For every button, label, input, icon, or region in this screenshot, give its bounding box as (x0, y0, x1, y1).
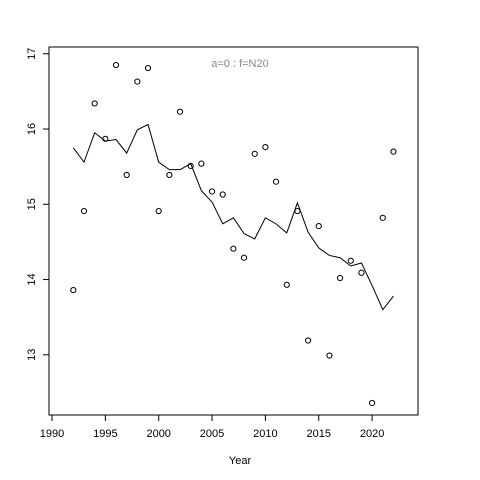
point (198, 160, 205, 167)
point (123, 171, 130, 179)
point (379, 214, 386, 221)
point (240, 254, 248, 261)
line (72, 123, 394, 311)
point (369, 399, 376, 407)
point (337, 274, 344, 282)
point (326, 352, 333, 359)
point (304, 337, 312, 344)
point (134, 78, 141, 85)
x-tick-label: 2010 (253, 428, 277, 440)
point (262, 143, 269, 151)
point (80, 207, 88, 215)
y-tick-label: 14 (26, 273, 38, 285)
x-tick-label: 2015 (307, 428, 331, 440)
x-tick-label: 2000 (146, 428, 170, 440)
annotation: a=0 : f=N20 (211, 58, 269, 70)
point (208, 188, 216, 195)
point (390, 148, 397, 155)
point (283, 281, 290, 288)
y-tick-label: 16 (26, 123, 38, 135)
y-tick-label: 13 (26, 349, 38, 361)
y-tick-label: 15 (26, 198, 38, 210)
x-tick-label: 1990 (40, 428, 64, 440)
x-axis-label: Year (229, 455, 252, 467)
point (272, 178, 280, 185)
point (219, 191, 226, 198)
point (251, 150, 258, 157)
plot-box (48, 46, 419, 416)
x-tick-label: 1995 (93, 428, 117, 440)
point (176, 108, 184, 115)
x-tick-label: 2020 (360, 428, 384, 440)
y-tick-label: 17 (26, 48, 38, 60)
point (144, 64, 152, 72)
point (155, 207, 162, 215)
point (91, 100, 98, 107)
point (70, 286, 77, 294)
point (112, 61, 120, 69)
point (347, 257, 354, 264)
x-tick-label: 2005 (200, 428, 224, 440)
point (315, 223, 322, 230)
point (358, 269, 365, 276)
point (166, 171, 173, 179)
point (230, 245, 237, 252)
